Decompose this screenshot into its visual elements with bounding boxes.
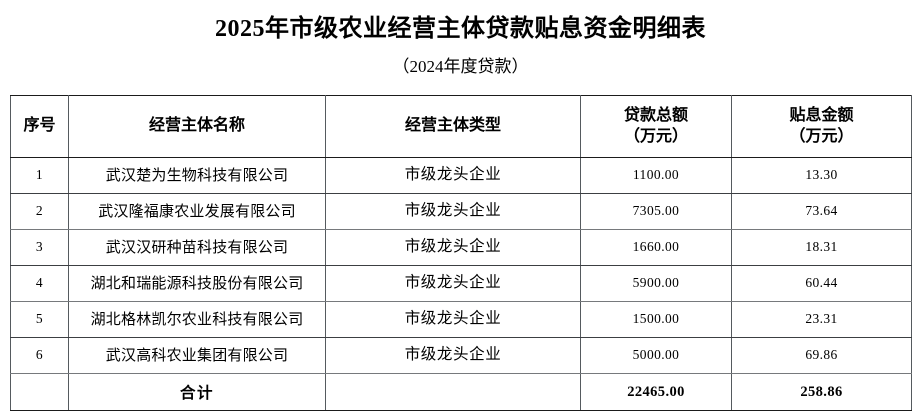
total-cell-type [325, 373, 581, 411]
column-header-name: 经营主体名称 [68, 95, 326, 158]
column-header-subsidy: 贴息金额 （万元） [731, 95, 912, 158]
cell-type: 市级龙头企业 [325, 337, 581, 374]
column-header-subsidy-label: 贴息金额 [789, 107, 854, 125]
cell-subsidy: 23.31 [731, 301, 912, 338]
column-header-name-label: 经营主体名称 [148, 117, 245, 135]
table-row: 6 武汉高科农业集团有限公司 市级龙头企业 5000.00 69.86 [10, 337, 912, 374]
cell-subsidy: 18.31 [731, 229, 912, 266]
total-label: 合计 [68, 373, 326, 411]
cell-subsidy: 69.86 [731, 337, 912, 374]
table-header: 序号 经营主体名称 经营主体类型 贷款总额 （万元） 贴息金额 （万元） [10, 95, 912, 158]
cell-loan-total: 5900.00 [580, 265, 732, 302]
column-header-loan-total-unit: （万元） [623, 127, 688, 145]
cell-type: 市级龙头企业 [325, 229, 581, 266]
page-title: 2025年市级农业经营主体贷款贴息资金明细表 [215, 16, 706, 42]
cell-index: 3 [10, 229, 69, 266]
table-row: 3 武汉汉研种苗科技有限公司 市级龙头企业 1660.00 18.31 [10, 229, 912, 266]
cell-loan-total: 5000.00 [580, 337, 732, 374]
total-cell-subsidy: 258.86 [731, 373, 912, 411]
table-total-row: 合计 22465.00 258.86 [10, 373, 912, 411]
column-header-index: 序号 [10, 95, 69, 158]
cell-name: 武汉汉研种苗科技有限公司 [68, 229, 326, 266]
cell-name: 湖北格林凯尔农业科技有限公司 [68, 301, 326, 338]
cell-index: 4 [10, 265, 69, 302]
page-subtitle: （2024年度贷款） [392, 57, 529, 76]
cell-name: 武汉隆福康农业发展有限公司 [68, 193, 326, 230]
cell-subsidy: 60.44 [731, 265, 912, 302]
table-body: 1 武汉楚为生物科技有限公司 市级龙头企业 1100.00 13.30 2 武汉… [10, 157, 912, 411]
subsidy-detail-table: 序号 经营主体名称 经营主体类型 贷款总额 （万元） 贴息金额 （万元） [10, 95, 912, 411]
table-header-row: 序号 经营主体名称 经营主体类型 贷款总额 （万元） 贴息金额 （万元） [10, 95, 912, 158]
table-row: 2 武汉隆福康农业发展有限公司 市级龙头企业 7305.00 73.64 [10, 193, 912, 230]
column-header-subsidy-unit: （万元） [789, 127, 854, 145]
cell-index: 1 [10, 157, 69, 194]
total-cell-loan-total: 22465.00 [580, 373, 732, 411]
column-header-loan-total: 贷款总额 （万元） [580, 95, 732, 158]
cell-type: 市级龙头企业 [325, 157, 581, 194]
cell-index: 2 [10, 193, 69, 230]
cell-index: 6 [10, 337, 69, 374]
table-row: 4 湖北和瑞能源科技股份有限公司 市级龙头企业 5900.00 60.44 [10, 265, 912, 302]
table-row: 5 湖北格林凯尔农业科技有限公司 市级龙头企业 1500.00 23.31 [10, 301, 912, 338]
column-header-loan-total-label: 贷款总额 [623, 107, 688, 125]
cell-type: 市级龙头企业 [325, 193, 581, 230]
cell-index: 5 [10, 301, 69, 338]
cell-loan-total: 1500.00 [580, 301, 732, 338]
cell-name: 武汉楚为生物科技有限公司 [68, 157, 326, 194]
cell-type: 市级龙头企业 [325, 265, 581, 302]
title-block: 2025年市级农业经营主体贷款贴息资金明细表 （2024年度贷款） [0, 0, 921, 78]
cell-loan-total: 1660.00 [580, 229, 732, 266]
cell-type: 市级龙头企业 [325, 301, 581, 338]
column-header-type-label: 经营主体类型 [404, 117, 501, 135]
column-header-index-label: 序号 [23, 117, 56, 135]
total-cell-index [10, 373, 69, 411]
cell-name: 湖北和瑞能源科技股份有限公司 [68, 265, 326, 302]
cell-subsidy: 73.64 [731, 193, 912, 230]
detail-table-container: 序号 经营主体名称 经营主体类型 贷款总额 （万元） 贴息金额 （万元） [10, 95, 912, 411]
table-row: 1 武汉楚为生物科技有限公司 市级龙头企业 1100.00 13.30 [10, 157, 912, 194]
cell-name: 武汉高科农业集团有限公司 [68, 337, 326, 374]
column-header-type: 经营主体类型 [325, 95, 581, 158]
cell-loan-total: 1100.00 [580, 157, 732, 194]
cell-loan-total: 7305.00 [580, 193, 732, 230]
cell-subsidy: 13.30 [731, 157, 912, 194]
